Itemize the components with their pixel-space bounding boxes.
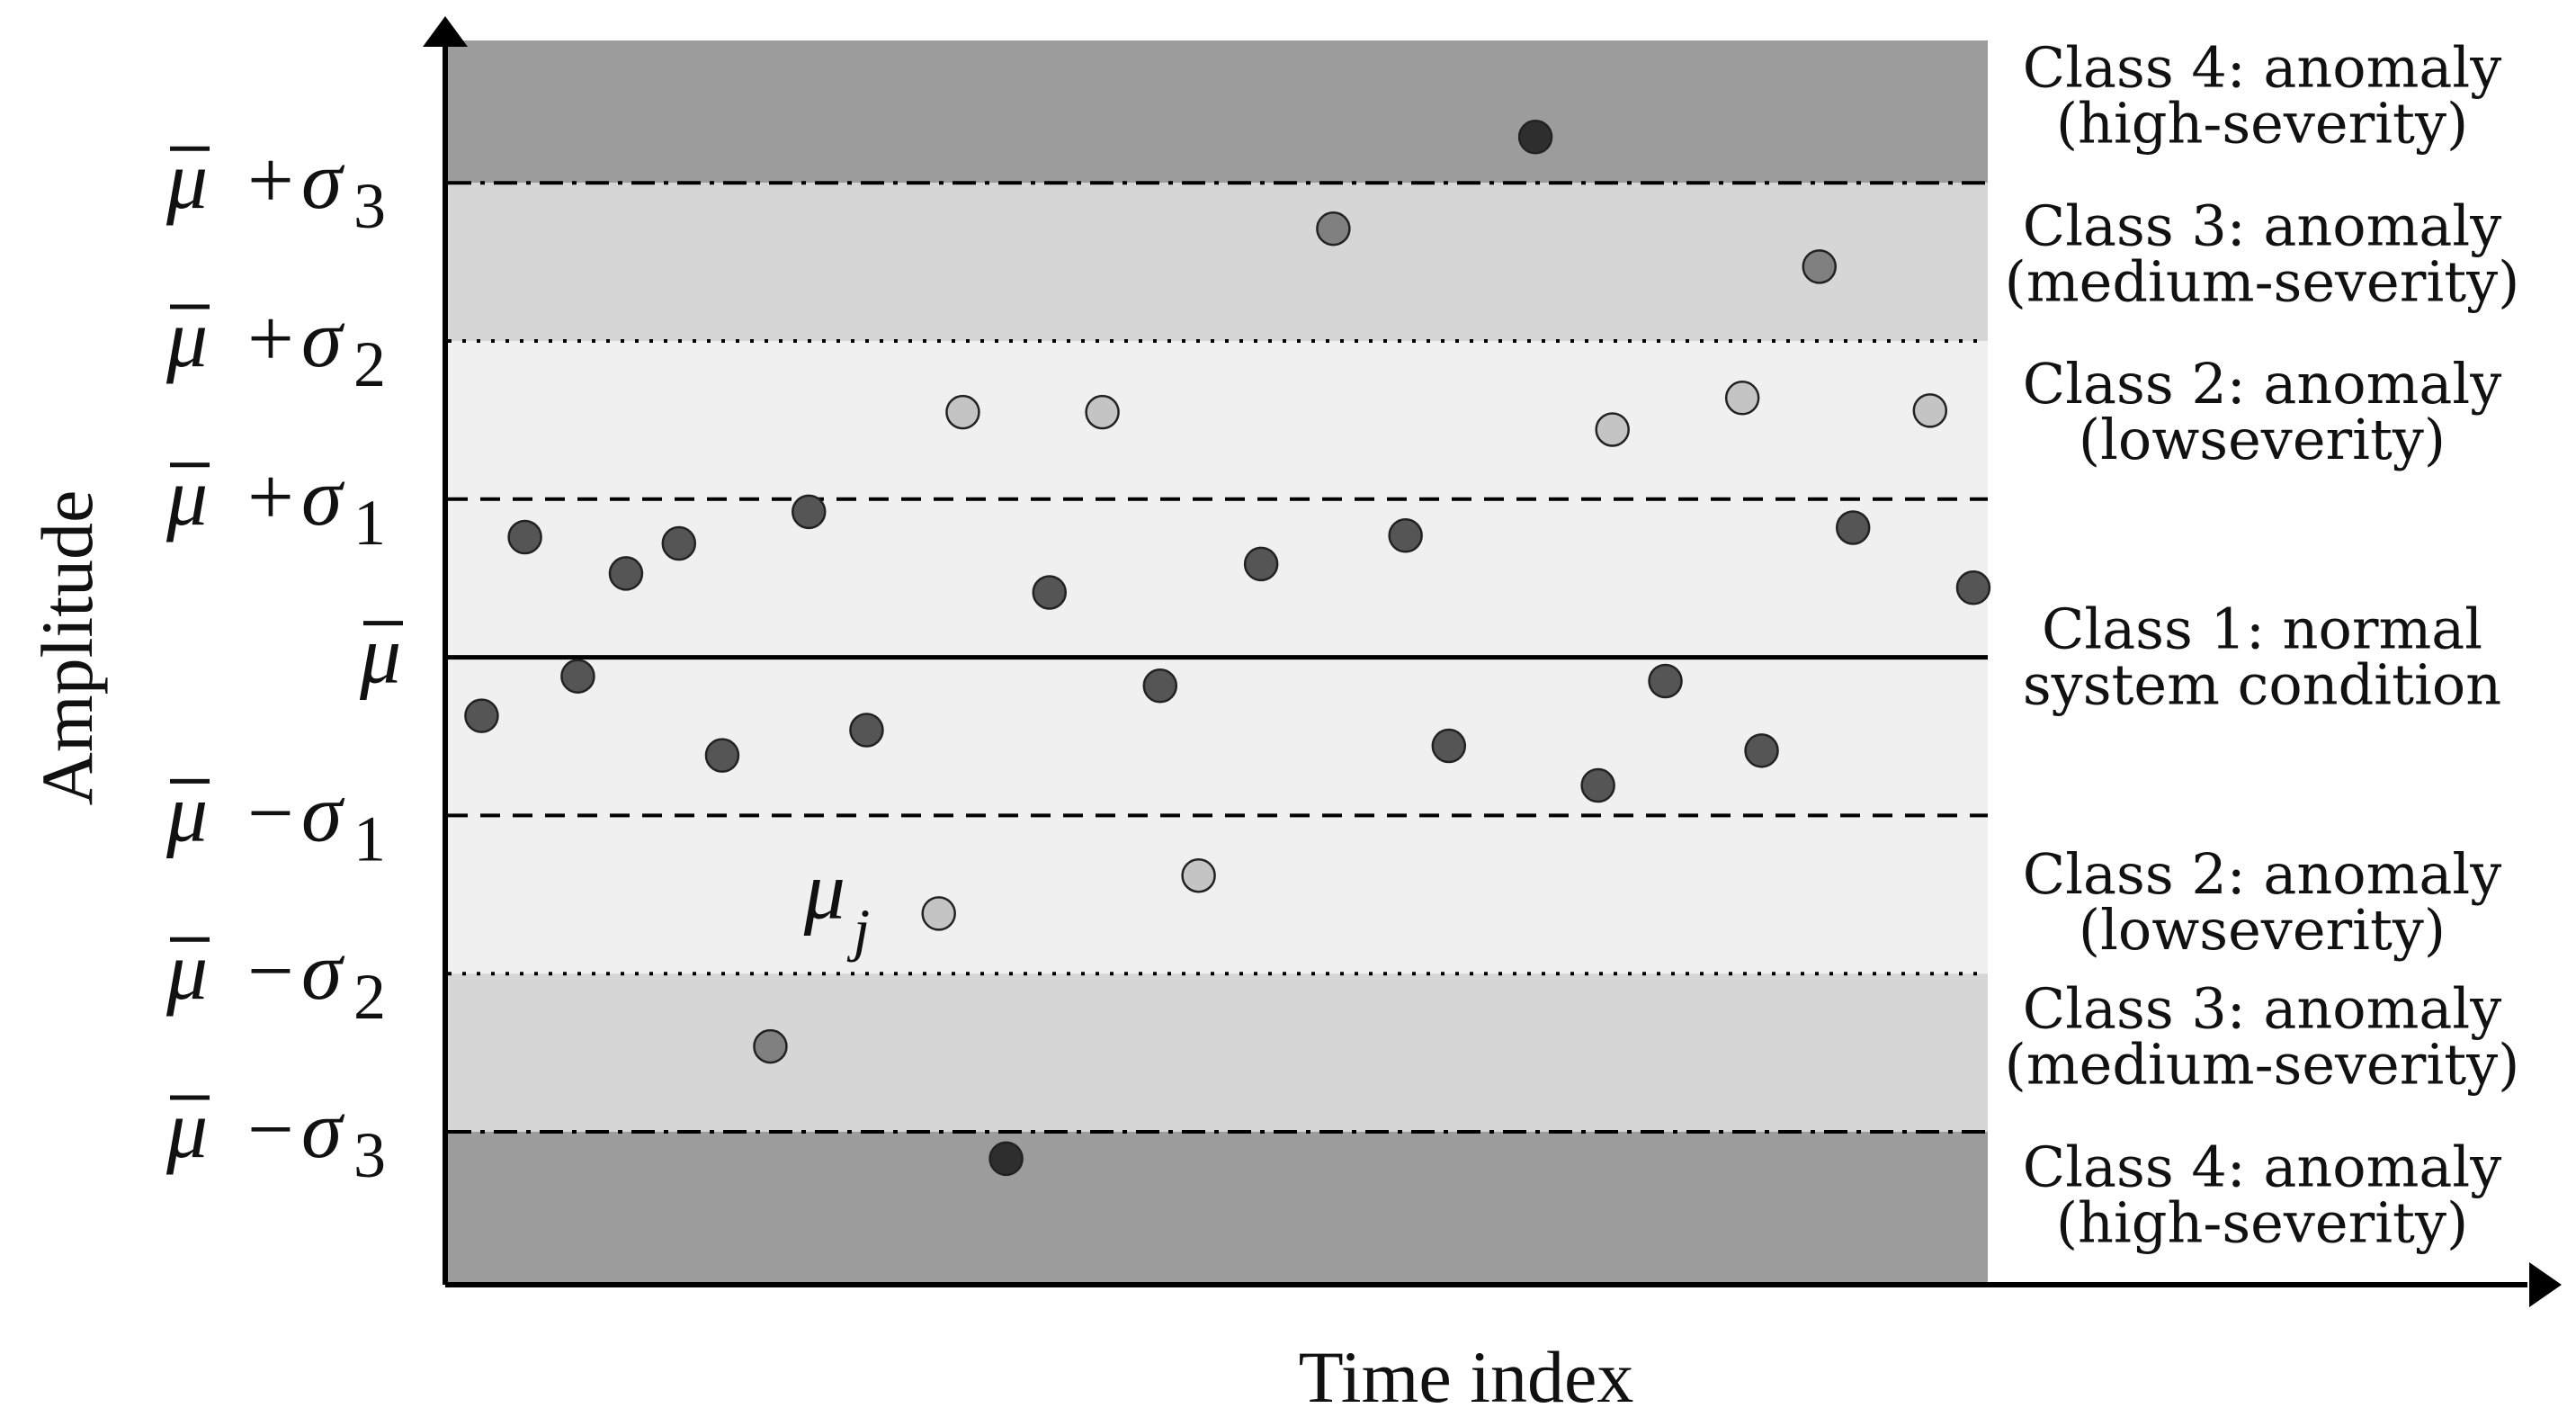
data-point-class-1 <box>1744 733 1779 768</box>
data-point-class-3 <box>753 1028 788 1064</box>
tick-operator: + <box>247 134 294 226</box>
tick-subscript: 2 <box>353 961 386 1033</box>
class-label-line: Class 4: anomaly <box>2023 35 2501 101</box>
severity-bands <box>448 40 1988 1282</box>
class-label-line: (high-severity) <box>2056 1189 2468 1255</box>
tick-sigma-symbol: σ <box>301 134 345 226</box>
class-label-line: (medium-severity) <box>2005 248 2520 314</box>
data-point-class-1 <box>1648 663 1683 699</box>
y-tick-plus1: μ + σ 1 <box>165 451 386 559</box>
data-point-class-1 <box>849 713 884 748</box>
class-label-upper-class-3: Class 3: anomaly(medium-severity) <box>2005 193 2520 314</box>
tick-sigma-symbol: σ <box>301 925 345 1017</box>
y-tick-minus1: μ − σ 1 <box>165 767 386 874</box>
data-point-class-2 <box>1724 381 1760 416</box>
tick-subscript: 2 <box>353 328 386 400</box>
data-point-class-1 <box>1243 546 1279 582</box>
data-point-class-2 <box>1912 393 1948 428</box>
class-label-lower-class-3: Class 3: anomaly(medium-severity) <box>2005 976 2520 1098</box>
band-lower-high <box>448 1131 1988 1282</box>
data-point-class-4 <box>988 1141 1024 1177</box>
data-point-class-2 <box>1181 857 1216 893</box>
data-point-class-1 <box>464 698 499 733</box>
class-label-upper-class-2: Class 2: anomaly(lowseverity) <box>2023 351 2501 472</box>
data-point-class-2 <box>921 896 956 931</box>
tick-subscript: 1 <box>353 803 386 874</box>
class-label-line: Class 3: anomaly <box>2023 976 2501 1042</box>
band-upper-high <box>448 40 1988 184</box>
data-point-class-1 <box>1388 517 1423 553</box>
band-upper-medium <box>448 183 1988 342</box>
tick-operator: − <box>247 925 294 1017</box>
class-label-line: (lowseverity) <box>2079 897 2446 963</box>
y-tick-minus2: μ − σ 2 <box>165 925 386 1033</box>
class-label-line: (high-severity) <box>2056 91 2468 157</box>
y-tick-mean: μ <box>359 609 403 701</box>
data-point-class-1 <box>507 519 542 555</box>
class-labels: Class 4: anomaly(high-severity)Class 3: … <box>2005 35 2520 1256</box>
data-point-class-1 <box>608 556 644 591</box>
class-label-line: Class 2: anomaly <box>2023 841 2501 907</box>
data-point-class-1 <box>704 738 740 773</box>
y-tick-minus3: μ − σ 3 <box>165 1083 386 1191</box>
y-tick-labels: μ + σ 3 μ + σ 2 μ + σ 1 μ μ − σ 1 μ − σ 2 μ − σ 3 <box>165 134 403 1191</box>
class-label-line: Class 4: anomaly <box>2023 1134 2501 1199</box>
class-label-line: (lowseverity) <box>2079 407 2446 472</box>
data-point-class-1 <box>1835 510 1871 545</box>
class-label-lower-class-4: Class 4: anomaly(high-severity) <box>2023 1134 2501 1255</box>
data-point-class-1 <box>1142 668 1178 704</box>
tick-subscript: 3 <box>353 170 386 242</box>
tick-sigma-symbol: σ <box>301 292 345 384</box>
data-point-class-1 <box>1955 570 1991 605</box>
data-point-class-1 <box>1580 767 1615 803</box>
y-tick-plus2: μ + σ 2 <box>165 292 386 400</box>
x-axis-arrowhead <box>2529 1262 2562 1307</box>
class-label-line: system condition <box>2023 652 2501 718</box>
tick-sigma-symbol: σ <box>301 1083 345 1175</box>
data-point-class-1 <box>1032 575 1067 610</box>
data-point-class-2 <box>1085 394 1120 430</box>
data-point-class-4 <box>1517 119 1553 155</box>
tick-subscript: 3 <box>353 1119 386 1191</box>
data-point-class-3 <box>1316 211 1351 247</box>
data-point-class-2 <box>1595 412 1630 447</box>
data-point-class-1 <box>792 494 827 530</box>
tick-sigma-symbol: σ <box>301 767 345 858</box>
class-label-line: Class 3: anomaly <box>2023 193 2501 258</box>
x-axis-title: Time index <box>1299 1336 1634 1417</box>
class-label-line: (medium-severity) <box>2005 1032 2520 1098</box>
data-points <box>464 119 1991 1177</box>
class-label-lower-class-2: Class 2: anomaly(lowseverity) <box>2023 841 2501 963</box>
data-point-class-1 <box>661 525 697 561</box>
annotation-mu-symbol: μ <box>803 844 845 936</box>
tick-operator: + <box>247 451 294 543</box>
axes <box>423 16 2562 1307</box>
y-axis-arrowhead <box>423 16 468 47</box>
data-point-class-1 <box>560 659 595 694</box>
y-axis-title: Amplitude <box>26 490 108 806</box>
data-point-class-3 <box>1802 249 1837 284</box>
threshold-lines <box>448 181 1988 1134</box>
tick-sigma-symbol: σ <box>301 451 345 543</box>
band-lower-medium <box>448 973 1988 1132</box>
class-label-line: Class 1: normal <box>2042 596 2482 662</box>
class-label-upper-class-4: Class 4: anomaly(high-severity) <box>2023 35 2501 157</box>
tick-operator: + <box>247 292 294 384</box>
y-tick-plus3: μ + σ 3 <box>165 134 386 242</box>
class-label-line: Class 2: anomaly <box>2023 351 2501 417</box>
data-point-class-1 <box>1431 728 1467 764</box>
data-point-class-2 <box>945 394 980 430</box>
tick-operator: − <box>247 1083 294 1175</box>
tick-operator: − <box>247 767 294 858</box>
tick-subscript: 1 <box>353 487 386 559</box>
